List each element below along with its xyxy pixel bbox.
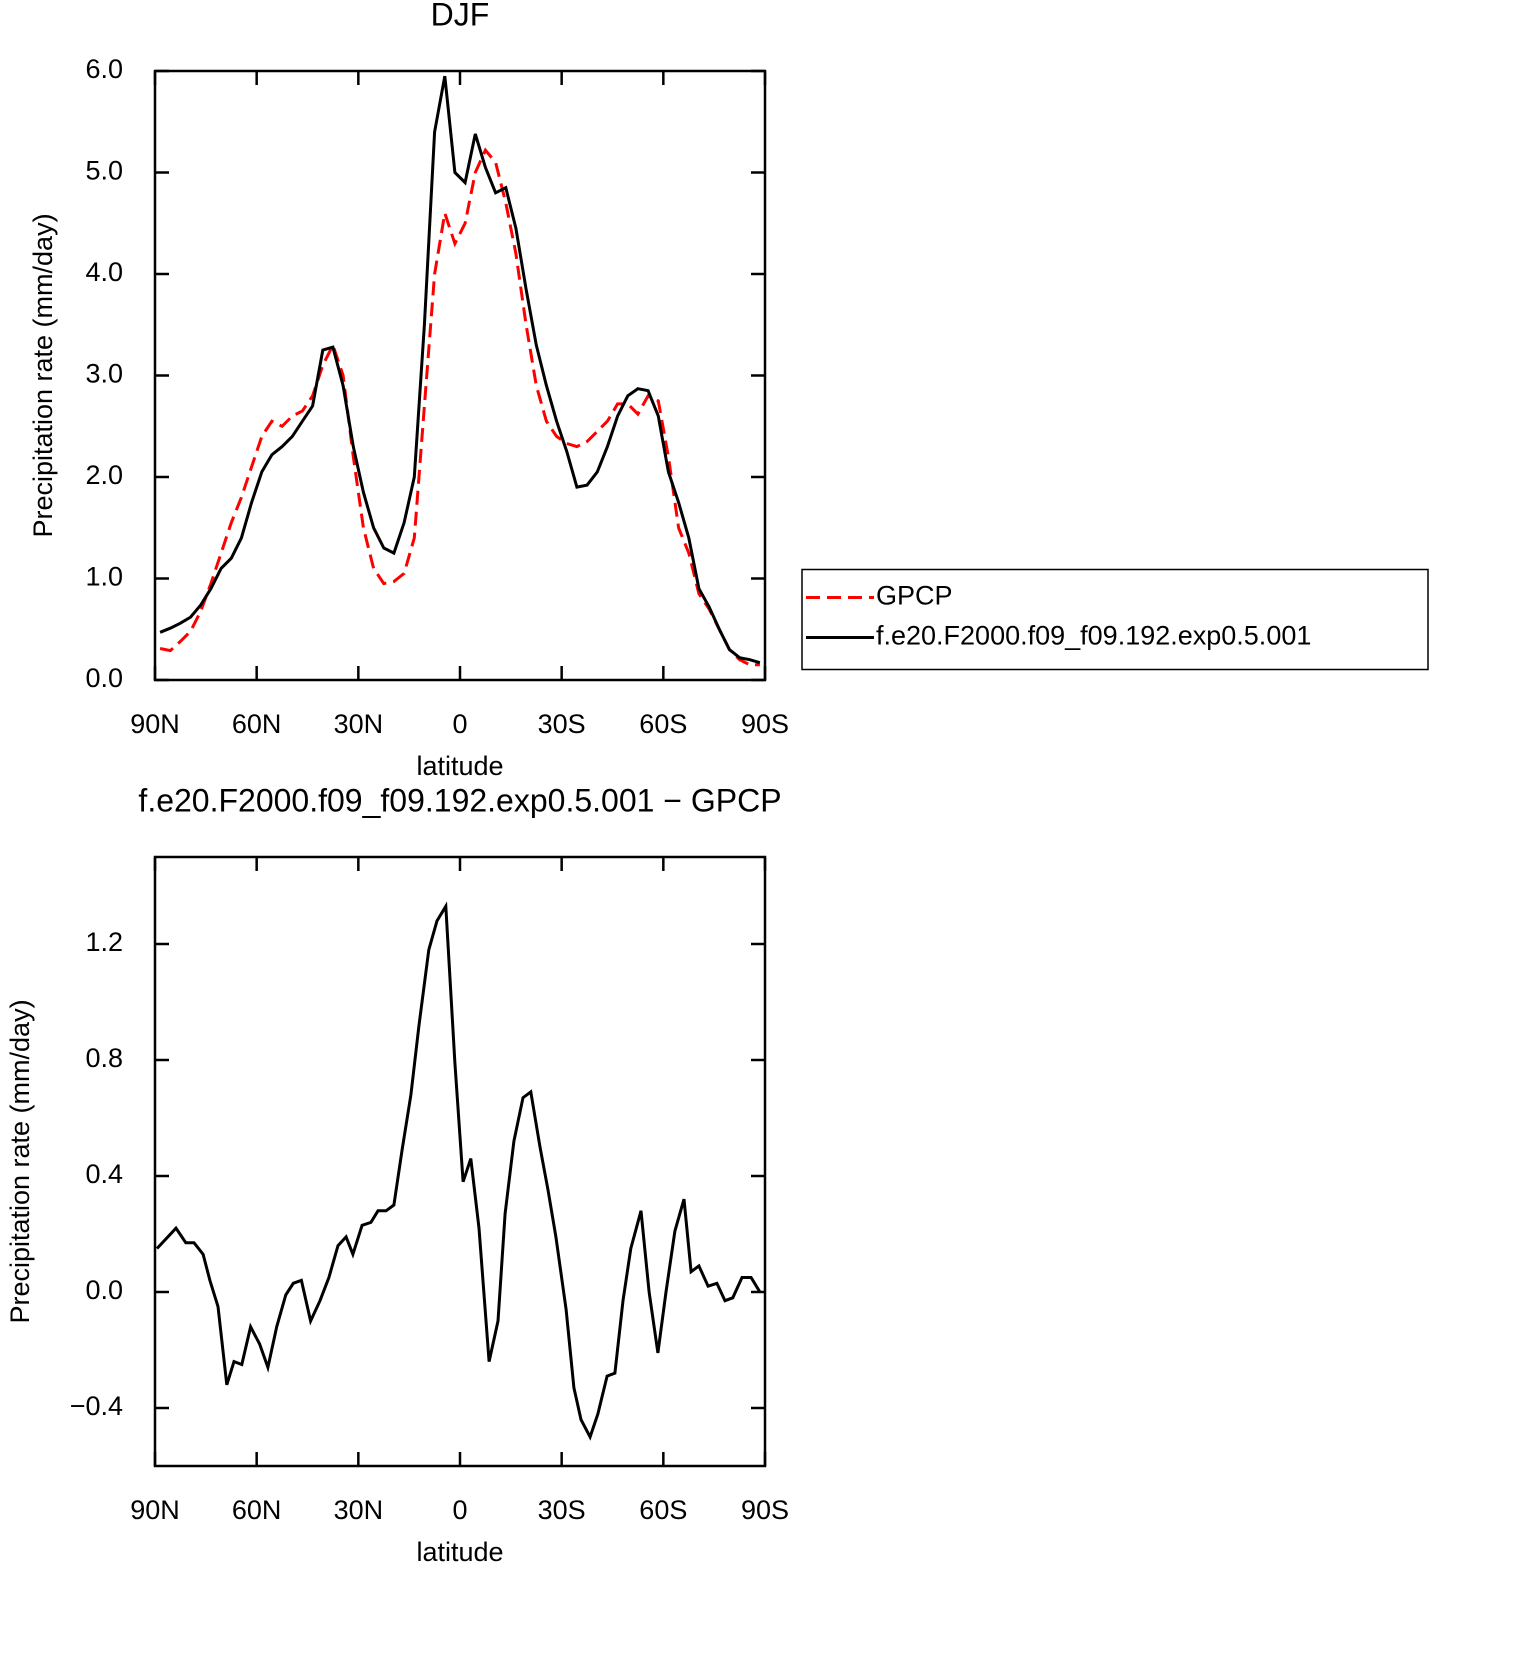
series-line (159, 75, 761, 665)
y-tick-label: 1.2 (85, 927, 123, 957)
x-tick-label: 0 (452, 1495, 467, 1525)
legend-frame (801, 568, 1429, 671)
y-tick-label: 1.0 (85, 562, 123, 592)
x-tick-label: 60N (232, 709, 282, 739)
legend-label: f.e20.F2000.f09_f09.192.exp0.5.001 (876, 621, 1311, 651)
x-tick-label: 0 (452, 709, 467, 739)
y-tick-label: 2.0 (85, 460, 123, 490)
legend-label: GPCP (876, 581, 953, 611)
y-tick-label: 0.8 (85, 1043, 123, 1073)
x-tick-label: 90N (130, 709, 180, 739)
legend: GPCP f.e20.F2000.f09_f09.192.exp0.5.001 (801, 568, 1429, 671)
y-axis-label: Precipitation rate (mm/day) (5, 999, 35, 1323)
y-tick-label: 3.0 (85, 359, 123, 389)
x-tick-label: 30N (334, 1495, 384, 1525)
x-tick-label: 30N (334, 709, 384, 739)
y-tick-label: 0.4 (85, 1159, 123, 1189)
y-tick-label: −0.4 (70, 1391, 123, 1421)
x-tick-label: 60N (232, 1495, 282, 1525)
y-tick-label: 0.0 (85, 663, 123, 693)
y-tick-label: 0.0 (85, 1275, 123, 1305)
y-tick-label: 5.0 (85, 156, 123, 186)
x-tick-label: 60S (639, 1495, 687, 1525)
x-tick-label: 90S (741, 1495, 789, 1525)
x-tick-label: 30S (538, 709, 586, 739)
plot-frame (153, 69, 767, 682)
x-tick-label: 90N (130, 1495, 180, 1525)
plot-frame (153, 855, 767, 1468)
x-tick-label: 90S (741, 709, 789, 739)
y-tick-label: 6.0 (85, 54, 123, 84)
y-axis-label: Precipitation rate (mm/day) (28, 213, 58, 537)
x-axis-label: latitude (416, 751, 503, 781)
x-tick-label: 30S (538, 1495, 586, 1525)
x-axis-label: latitude (416, 1537, 503, 1567)
series-line (155, 901, 762, 1441)
chart-title: f.e20.F2000.f09_f09.192.exp0.5.001 − GPC… (138, 782, 781, 818)
x-tick-label: 60S (639, 709, 687, 739)
series-line (159, 147, 760, 667)
chart-title: DJF (431, 0, 490, 32)
y-tick-label: 4.0 (85, 257, 123, 287)
